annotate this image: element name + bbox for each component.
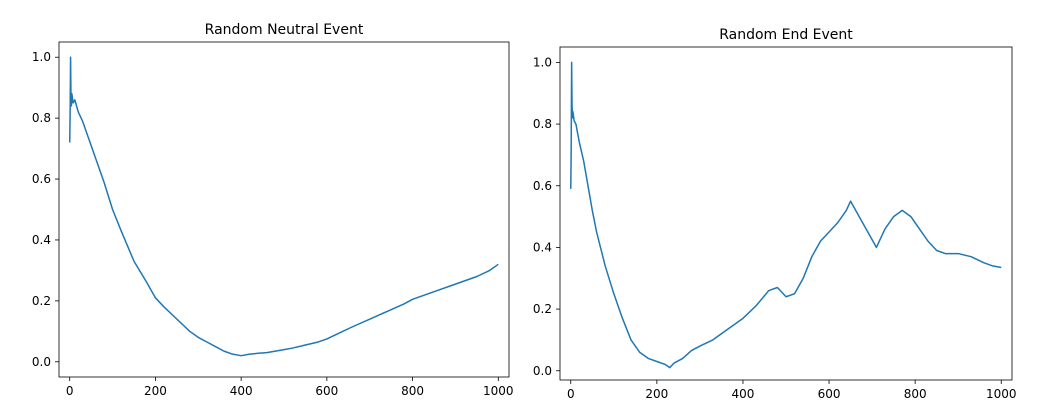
x-tick-label: 1000	[986, 387, 1017, 401]
x-tick-label: 0	[66, 384, 74, 398]
x-tick-label: 800	[401, 384, 424, 398]
x-tick-label: 600	[315, 384, 338, 398]
y-tick-label: 1.0	[32, 50, 51, 64]
x-tick-label: 1000	[483, 384, 514, 398]
x-tick-label: 400	[731, 387, 754, 401]
panel-random-neutral-event: Random Neutral Event 0 200 400 600 800 1000 0.0…	[32, 22, 514, 398]
x-tick-label: 0	[567, 387, 575, 401]
y-tick-label: 0.8	[533, 117, 552, 131]
plot-frame	[58, 41, 510, 378]
x-tick-label: 400	[230, 384, 253, 398]
y-tick-label: 0.2	[32, 294, 51, 308]
panel-random-end-event: Random End Event 0 200 400 600 800 1000 0.0 0.2 0…	[533, 27, 1017, 401]
y-tick-label: 0.4	[32, 233, 51, 247]
x-tick-label: 800	[904, 387, 927, 401]
y-tick-label: 0.4	[533, 240, 552, 254]
y-tick-label: 0.8	[32, 111, 51, 125]
x-tick-label: 200	[645, 387, 668, 401]
x-tick-label: 200	[144, 384, 167, 398]
series-line	[68, 56, 499, 357]
series-line	[570, 61, 1002, 369]
y-tick-label: 0.0	[533, 364, 552, 378]
y-tick-label: 0.6	[533, 179, 552, 193]
y-tick-label: 0.0	[32, 355, 51, 369]
y-tick-label: 0.2	[533, 302, 552, 316]
y-tick-label: 1.0	[533, 55, 552, 69]
plot-frame	[559, 46, 1013, 381]
chart-title: Random End Event	[719, 27, 853, 43]
chart-title: Random Neutral Event	[205, 22, 364, 38]
y-tick-label: 0.6	[32, 172, 51, 186]
x-tick-label: 600	[818, 387, 841, 401]
